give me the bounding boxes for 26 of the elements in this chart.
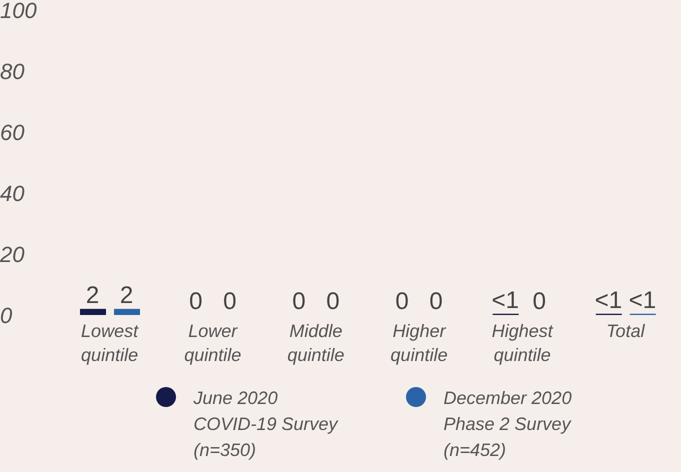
- data-label: <1: [492, 286, 519, 314]
- y-tick-label: 100: [0, 0, 38, 23]
- data-label: 2: [86, 282, 100, 309]
- y-tick-label: 0: [0, 302, 13, 328]
- x-tick-label: Lowest quintile: [81, 321, 140, 365]
- data-label: 0: [532, 288, 546, 315]
- data-label: 0: [223, 288, 236, 315]
- x-tick-label: Highest quintile: [492, 321, 554, 365]
- legend-label: June 2020 COVID-19 Survey (n=350): [194, 387, 340, 462]
- x-tick-label: Higher quintile: [390, 321, 448, 365]
- data-label: 0: [429, 288, 443, 315]
- y-tick-label: 80: [0, 58, 26, 84]
- legend-label: December 2020 Phase 2 Survey (n=452): [444, 387, 573, 462]
- data-label: 2: [120, 282, 134, 309]
- y-tick-label: 40: [0, 180, 26, 206]
- data-label: 0: [395, 288, 409, 315]
- y-tick-label: 60: [0, 120, 26, 145]
- data-label: <1: [594, 286, 622, 314]
- data-label: 0: [189, 288, 202, 315]
- x-tick-label: Middle quintile: [287, 321, 344, 365]
- x-tick-label: Lower quintile: [184, 321, 242, 365]
- data-label: 0: [292, 288, 306, 315]
- data-label: <1: [628, 286, 656, 314]
- data-label: 0: [326, 288, 340, 315]
- x-tick-label: Total: [606, 321, 646, 341]
- y-tick-label: 20: [0, 242, 26, 267]
